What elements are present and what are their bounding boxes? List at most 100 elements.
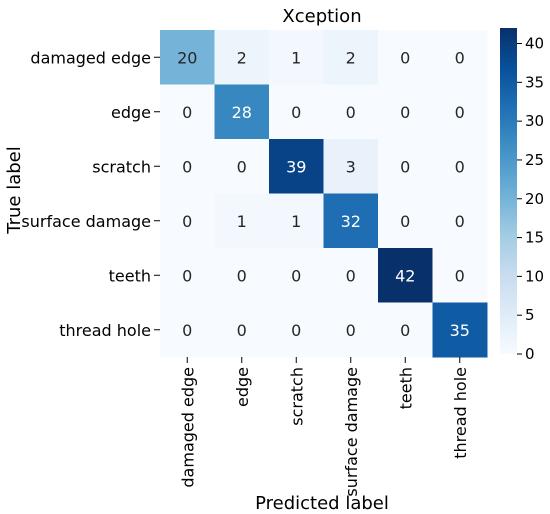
heatmap-cell [323, 193, 379, 249]
cell-value-label: 0 [182, 103, 192, 122]
cell-value-label: 0 [291, 103, 301, 122]
cell-value-label: 0 [237, 321, 247, 340]
heatmap-cells: 20 2 1 2 0 00 28 0 0 0 00 0 39 3 0 00 1 1 32 0 00 0 0 0 42 00 0 0 0 0… [160, 30, 488, 358]
cell-value-label: 0 [182, 321, 192, 340]
y-tick-label: edge [111, 103, 151, 122]
y-tick-label: scratch [92, 157, 151, 176]
heatmap-cell [269, 248, 324, 303]
heatmap-cell [323, 139, 379, 194]
cell-value-label: 1 [237, 212, 247, 231]
heatmap-cell [378, 139, 433, 194]
cell-value-label: 32 [341, 212, 361, 231]
heatmap-cell [432, 193, 488, 249]
x-tick-label: teeth [396, 367, 415, 409]
cell-value-label: 0 [400, 157, 410, 176]
y-tick-label: teeth [109, 266, 151, 285]
colorbar-tick-label: 15 [525, 229, 544, 247]
cell-value-label: 0 [237, 266, 247, 285]
heatmap-cell [323, 84, 379, 140]
heatmap-cell [378, 30, 433, 85]
cell-value-label: 2 [237, 48, 247, 67]
heatmap-cell [269, 193, 324, 249]
heatmap-cell [323, 302, 379, 358]
x-axis-ticks: damaged edge edge scratch surface damage tee… [178, 357, 470, 497]
x-tick-label: thread hole [451, 367, 470, 459]
colorbar-tick-label: 30 [525, 112, 544, 130]
cell-value-label: 35 [450, 321, 470, 340]
heatmap-cell [214, 248, 270, 303]
cell-value-label: 0 [182, 266, 192, 285]
heatmap-cell [160, 248, 215, 303]
cell-value-label: 0 [346, 266, 356, 285]
heatmap-cell [160, 193, 215, 249]
heatmap-cell [378, 248, 433, 303]
x-tick-label: surface damage [342, 367, 361, 497]
cell-value-label: 0 [400, 321, 410, 340]
cell-value-label: 0 [182, 212, 192, 231]
heatmap-cell [269, 30, 324, 85]
cell-value-label: 39 [286, 157, 306, 176]
cell-value-label: 0 [346, 321, 356, 340]
chart-title: Xception [282, 6, 361, 27]
cell-value-label: 0 [455, 48, 465, 67]
cell-value-label: 1 [291, 48, 301, 67]
heatmap-cell [432, 302, 488, 358]
x-tick-label: edge [233, 367, 252, 407]
heatmap-cell [378, 84, 433, 140]
heatmap-cell [160, 302, 215, 358]
heatmap-cell [269, 84, 324, 140]
heatmap-cell [214, 30, 270, 85]
cell-value-label: 3 [346, 157, 356, 176]
heatmap-cell [214, 302, 270, 358]
colorbar-tick-label: 10 [525, 267, 544, 285]
cell-value-label: 0 [291, 321, 301, 340]
cell-value-label: 0 [291, 266, 301, 285]
heatmap-cell [323, 30, 379, 85]
heatmap-cell [160, 139, 215, 194]
colorbar-tick-label: 35 [525, 73, 544, 91]
y-tick-label: thread hole [59, 321, 151, 340]
cell-value-label: 0 [455, 266, 465, 285]
heatmap-cell [323, 248, 379, 303]
heatmap-cell [432, 248, 488, 303]
colorbar-tick-label: 25 [525, 151, 544, 169]
cell-value-label: 0 [400, 48, 410, 67]
cell-value-label: 2 [346, 48, 356, 67]
cell-value-label: 0 [182, 157, 192, 176]
cell-value-label: 0 [400, 103, 410, 122]
colorbar-tick-label: 20 [525, 190, 544, 208]
heatmap-cell [432, 139, 488, 194]
heatmap-cell [432, 84, 488, 140]
x-axis-label: Predicted label [255, 493, 389, 514]
y-axis-ticks: damaged edge edge scratch surface damage tee… [21, 48, 160, 340]
cell-value-label: 0 [237, 157, 247, 176]
colorbar-tick-label: 5 [525, 306, 535, 324]
cell-value-label: 0 [455, 157, 465, 176]
cell-value-label: 42 [395, 266, 415, 285]
colorbar-tick-label: 40 [525, 35, 544, 53]
heatmap-cell [214, 139, 270, 194]
heatmap-cell [269, 302, 324, 358]
colorbar: 0 5 10 15 20 25 30 35 40 [500, 28, 544, 363]
cell-value-label: 20 [177, 48, 197, 67]
cell-value-label: 0 [455, 212, 465, 231]
y-tick-label: damaged edge [30, 48, 151, 67]
heatmap-cell [432, 30, 488, 85]
x-tick-label: damaged edge [178, 367, 197, 488]
heatmap-cell [160, 84, 215, 140]
cell-value-label: 0 [400, 212, 410, 231]
cell-value-label: 28 [232, 103, 252, 122]
y-axis-label: True label [4, 146, 25, 235]
heatmap-cell [214, 84, 270, 140]
heatmap-cell [378, 302, 433, 358]
colorbar-gradient [500, 28, 517, 354]
cell-value-label: 0 [346, 103, 356, 122]
heatmap-cell [160, 30, 215, 85]
x-tick-label: scratch [287, 367, 306, 426]
heatmap-cell [214, 193, 270, 249]
heatmap-cell [269, 139, 324, 194]
cell-value-label: 0 [455, 103, 465, 122]
colorbar-tick-label: 0 [525, 345, 535, 363]
heatmap-cell [378, 193, 433, 249]
